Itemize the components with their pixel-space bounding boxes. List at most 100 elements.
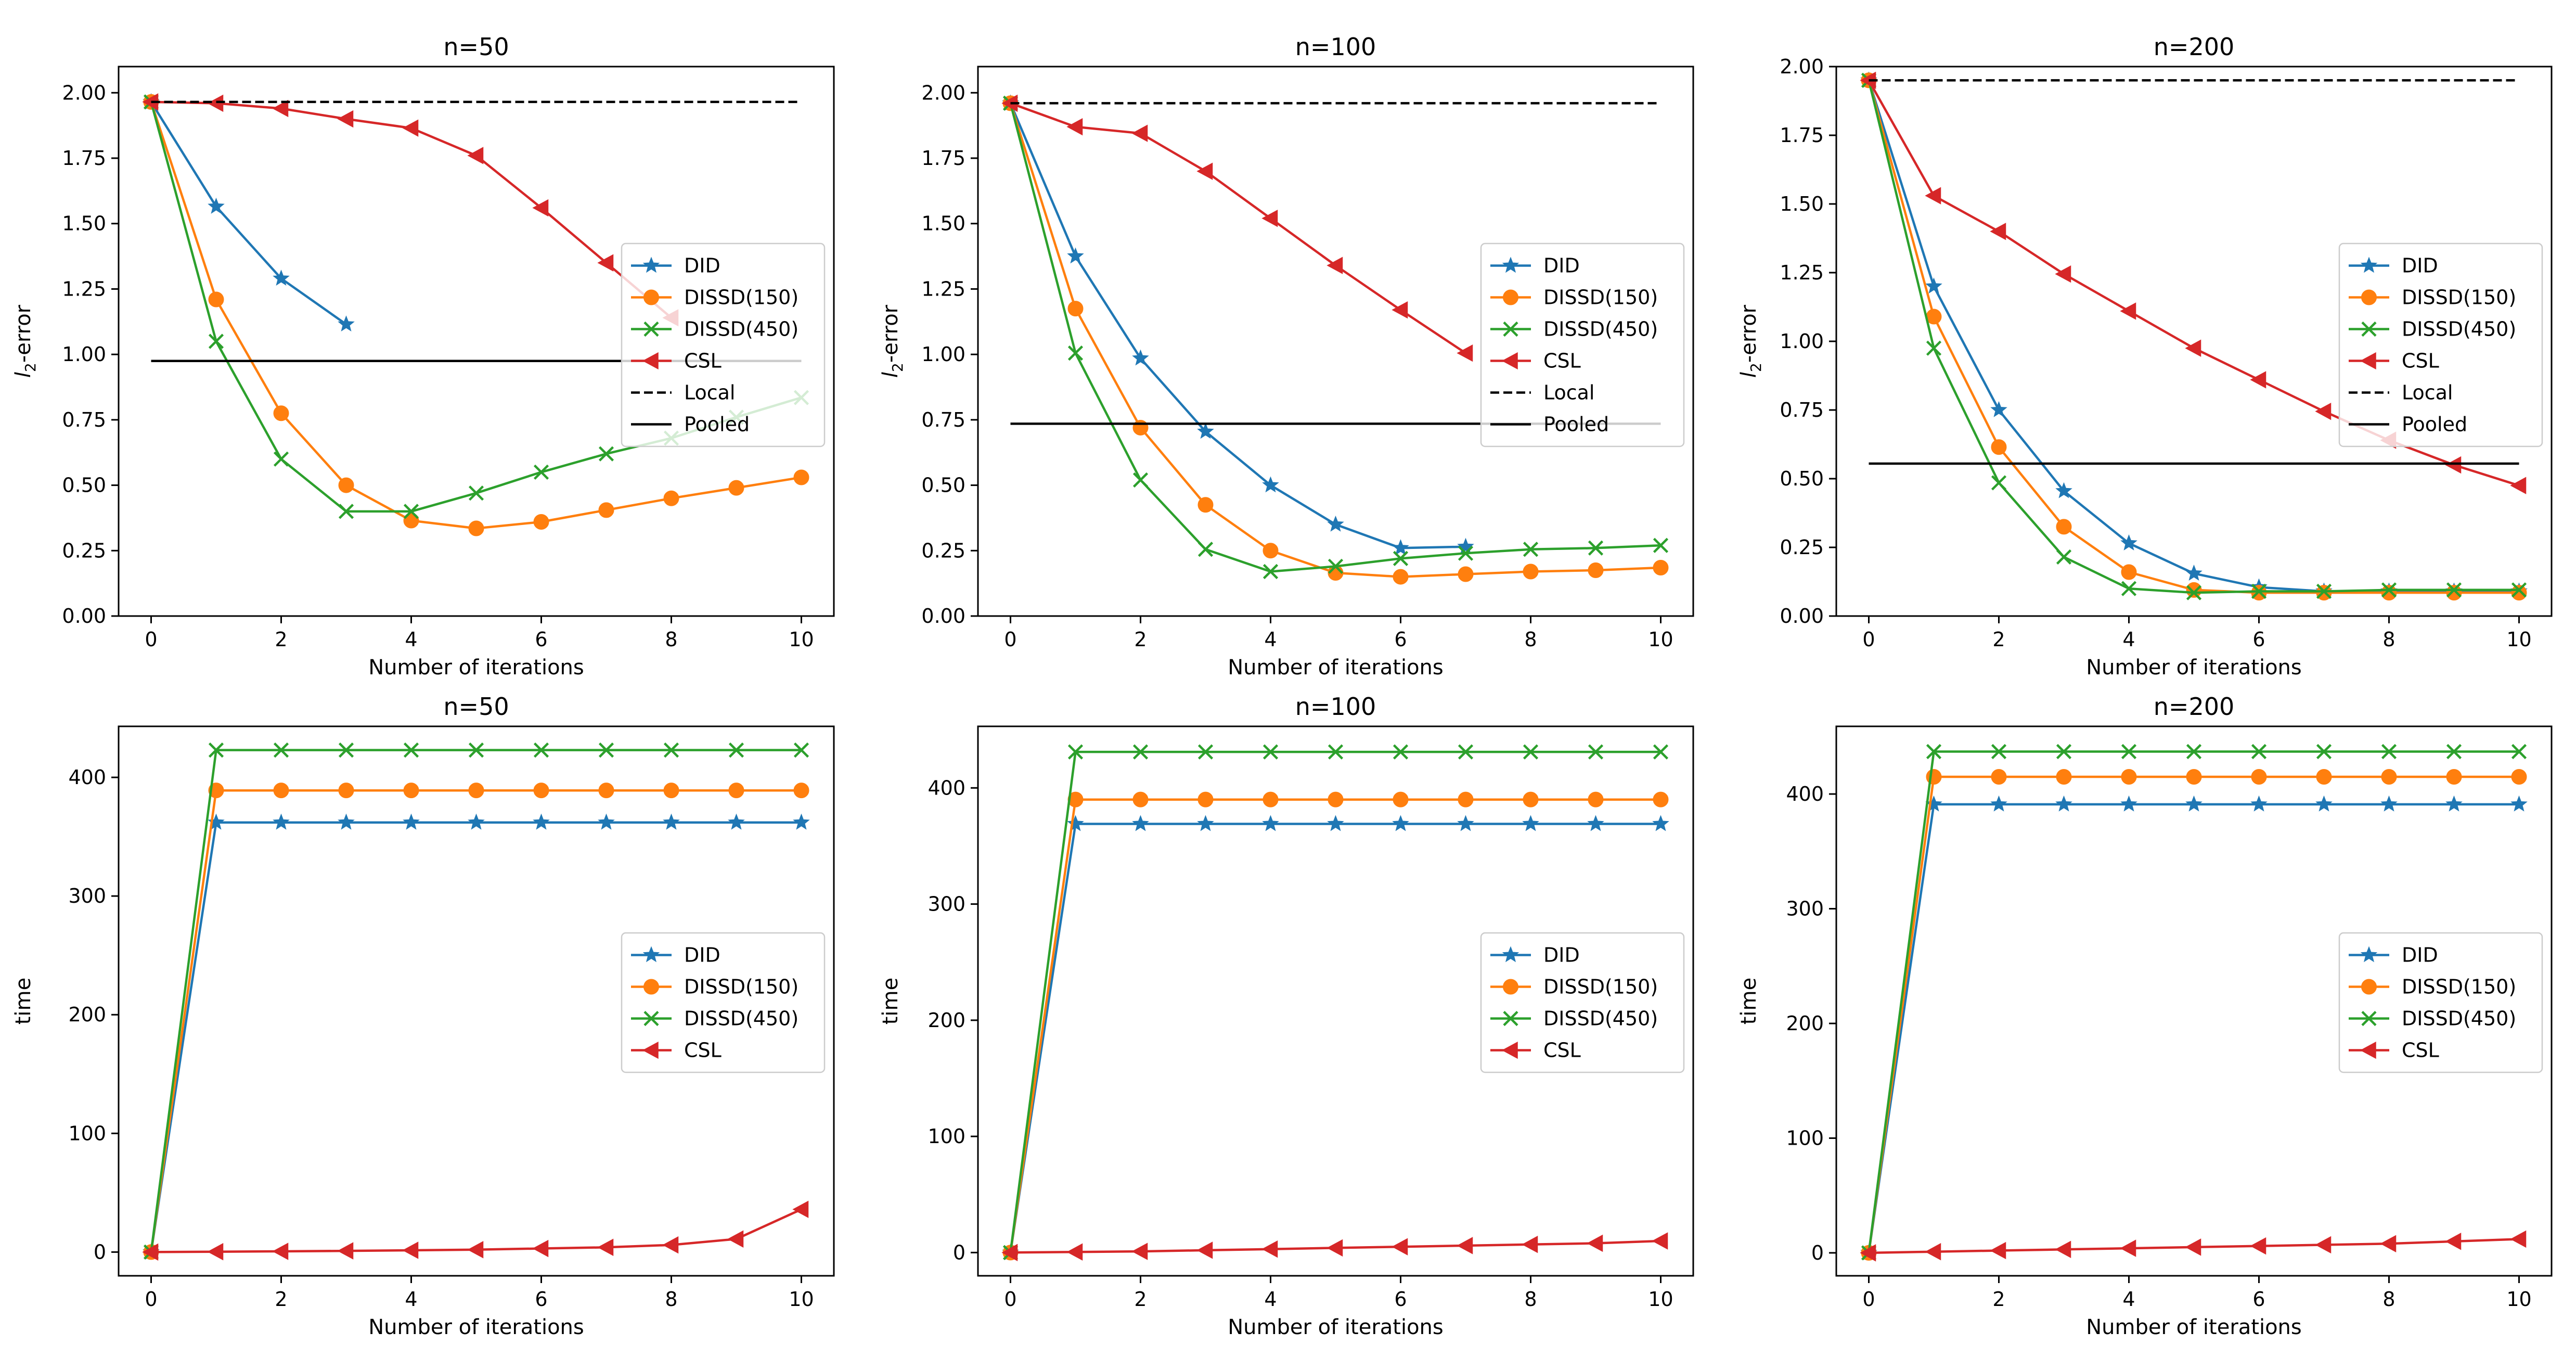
- x-tick-label: 6: [535, 628, 547, 651]
- legend-box: [2338, 242, 2543, 447]
- y-tick-label: 2.00: [1780, 55, 1824, 78]
- data-point: [1991, 475, 2007, 491]
- y-tick-label: 1.50: [1780, 193, 1824, 215]
- data-point: [1926, 309, 1942, 325]
- y-axis-label: l2-error: [11, 304, 39, 378]
- data-point: [1196, 1241, 1213, 1259]
- y-tick-label: 100: [928, 1125, 965, 1148]
- x-tick-label: 2: [275, 628, 287, 651]
- data-point: [273, 813, 290, 830]
- legend-marker: [642, 352, 659, 370]
- plot-area: [1001, 744, 1669, 1262]
- data-point: [1991, 769, 2007, 785]
- y-tick-label: 1.75: [921, 147, 965, 170]
- legend: DID DISSD(150) DISSD(450) CSL Local Pooled: [2338, 242, 2543, 447]
- data-point: [403, 513, 419, 529]
- data-point: [2120, 534, 2137, 550]
- data-point: [208, 334, 224, 349]
- data-point: [1067, 815, 1084, 831]
- data-point: [1523, 563, 1539, 580]
- legend-marker: [1503, 321, 1518, 337]
- data-point: [468, 783, 484, 799]
- legend-marker: [2360, 1041, 2376, 1059]
- data-point: [1393, 569, 1409, 585]
- data-point: [2381, 769, 2397, 785]
- data-point: [1522, 1236, 1538, 1253]
- data-point: [1523, 791, 1539, 808]
- data-point: [337, 110, 354, 128]
- y-tick-label: 1.00: [62, 343, 106, 366]
- data-point: [1587, 815, 1604, 831]
- data-point: [1458, 791, 1474, 808]
- data-point: [1263, 791, 1279, 808]
- data-point: [2445, 795, 2463, 812]
- x-tick-label: 10: [2506, 1288, 2531, 1311]
- data-point: [1990, 223, 2006, 240]
- data-point: [533, 813, 550, 830]
- data-point: [1132, 349, 1149, 366]
- data-point: [403, 783, 419, 799]
- x-tick-label: 0: [1862, 628, 1875, 651]
- data-point: [1458, 545, 1474, 561]
- legend-marker: [1503, 289, 1518, 305]
- data-point: [1327, 815, 1344, 831]
- data-point: [2445, 1233, 2462, 1250]
- subplot-1: n=50 0 2 4 6 8 10 0.00 0.25 0.50 0.75 1.00 1.25 1.50 1…: [11, 33, 835, 680]
- legend-label: DISSD(150): [684, 286, 798, 309]
- data-point: [2185, 1238, 2201, 1256]
- legend-label: DISSD(150): [1543, 976, 1658, 998]
- legend-label: DISSD(150): [2402, 286, 2516, 309]
- data-point: [1263, 543, 1279, 559]
- data-point: [1587, 1234, 1603, 1252]
- legend-marker: [642, 946, 660, 963]
- x-tick-label: 8: [2382, 628, 2395, 651]
- series-did: [1860, 795, 2528, 1260]
- data-point: [1328, 791, 1344, 808]
- data-point: [597, 1238, 614, 1256]
- subplot-2: n=100 0 2 4 6 8 10 0.00 0.25 0.50 0.75 1.00 1.25 1.50…: [879, 33, 1694, 680]
- data-point: [1262, 815, 1279, 831]
- y-tick-label: 1.25: [1780, 261, 1824, 284]
- data-point: [1067, 345, 1084, 361]
- legend-label: DID: [1543, 254, 1580, 277]
- data-point: [2511, 585, 2527, 601]
- x-tick-label: 6: [2252, 1288, 2265, 1311]
- y-tick-label: 200: [1786, 1012, 1824, 1035]
- data-point: [1926, 340, 1942, 356]
- data-point: [2510, 795, 2528, 812]
- y-tick-label: 1.00: [921, 343, 965, 366]
- y-axis-label: time: [1737, 978, 1761, 1024]
- legend: DID DISSD(150) DISSD(450) CSL: [2338, 932, 2543, 1073]
- y-tick-label: 100: [1786, 1126, 1824, 1149]
- data-point: [532, 1239, 549, 1258]
- data-point: [273, 783, 289, 799]
- legend-label: Pooled: [1543, 413, 1609, 436]
- data-point: [1588, 791, 1604, 808]
- data-point: [338, 813, 355, 830]
- data-point: [1197, 744, 1214, 760]
- data-point: [1262, 476, 1279, 493]
- data-point: [1393, 791, 1409, 808]
- data-point: [1925, 1243, 1941, 1261]
- legend-box: [1480, 242, 1685, 447]
- y-axis-label-suffix: -error: [1737, 304, 1761, 363]
- data-point: [1458, 744, 1474, 760]
- y-tick-label: 0.25: [1780, 536, 1824, 559]
- axes-frame: [977, 725, 1694, 1277]
- data-point: [2120, 1239, 2136, 1257]
- data-point: [1457, 815, 1474, 831]
- series-did: [1002, 815, 1669, 1260]
- data-point: [2055, 1240, 2071, 1258]
- data-point: [1588, 744, 1604, 760]
- legend-label: DID: [2402, 944, 2438, 967]
- data-point: [337, 1242, 354, 1260]
- y-axis-label-subscript: 2: [1747, 363, 1764, 372]
- y-tick-label: 1.75: [62, 147, 106, 170]
- y-axis-label-suffix: -error: [879, 304, 903, 363]
- data-point: [1327, 515, 1344, 532]
- data-point: [2446, 769, 2462, 785]
- y-tick-label: 0.75: [62, 408, 106, 431]
- y-tick-label: 0: [1811, 1241, 1824, 1264]
